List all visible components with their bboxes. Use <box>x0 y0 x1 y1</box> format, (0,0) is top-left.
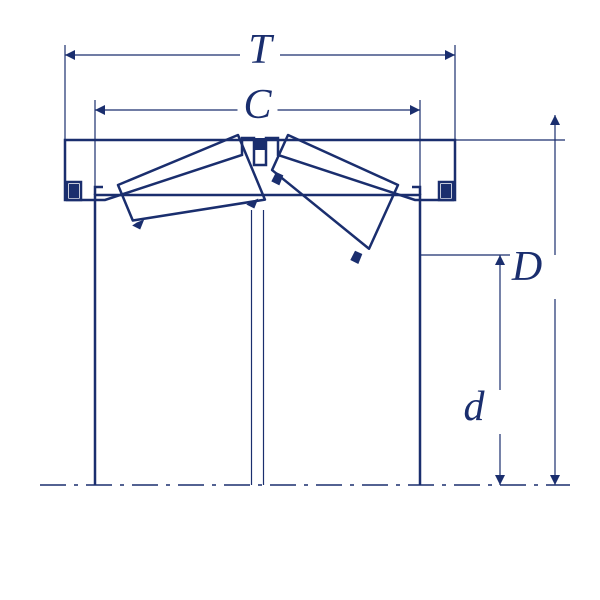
dim-label: D <box>511 244 542 290</box>
roller-right <box>272 135 398 249</box>
roller-left <box>118 135 265 221</box>
dim-label: C <box>243 82 272 128</box>
bearing-diagram: TC Dd <box>0 0 600 600</box>
outer-ring <box>95 195 420 485</box>
cage-tab <box>350 251 362 264</box>
cage-tab <box>246 199 258 209</box>
dim-label: d <box>464 384 486 430</box>
dim-label: T <box>248 27 274 73</box>
cage-tab <box>271 172 283 185</box>
center-lug <box>254 138 266 150</box>
